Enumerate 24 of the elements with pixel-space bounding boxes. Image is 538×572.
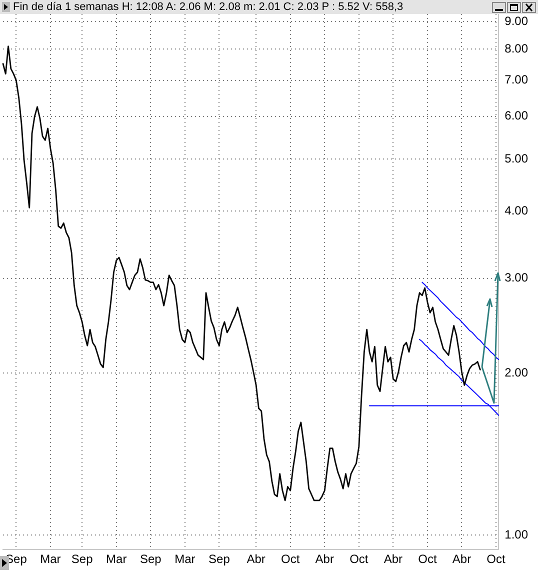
x-tick-label: Sep — [208, 552, 230, 566]
x-tick-label: Abr — [246, 552, 266, 566]
x-tick-label: Mar — [40, 552, 61, 566]
y-tick-label: 1.00 — [504, 527, 528, 542]
x-tick-label: Oct — [281, 552, 300, 566]
x-tick-label: Abr — [315, 552, 334, 566]
x-tick-label: Sep — [71, 552, 94, 566]
x-tick-label: Mar — [174, 552, 196, 566]
y-tick-label: 7.00 — [504, 72, 528, 87]
y-tick-label: 5.00 — [504, 151, 528, 166]
y-tick-label: 9.00 — [504, 14, 528, 28]
y-tick-label: 2.00 — [504, 365, 528, 380]
x-tick-label: Abr — [384, 552, 403, 566]
x-tick-label: Oct — [350, 552, 369, 566]
x-tick-label: Abr — [452, 552, 472, 566]
x-tick-label: Mar — [106, 552, 127, 566]
y-tick-label: 3.00 — [504, 270, 528, 285]
y-tick-label: 4.00 — [504, 203, 528, 218]
chart-title: Fin de día 1 semanas H: 12:08 A: 2.06 M: 2.08 m: 2.01 C: 2.03 P : 5.52 V: 558,3 — [13, 0, 404, 14]
x-tick-label: Oct — [418, 552, 438, 566]
x-tick-label: Oct — [486, 552, 506, 566]
y-tick-label: 6.00 — [504, 108, 528, 123]
y-tick-label: 8.00 — [504, 42, 528, 56]
x-tick-label: Sep — [140, 552, 162, 566]
